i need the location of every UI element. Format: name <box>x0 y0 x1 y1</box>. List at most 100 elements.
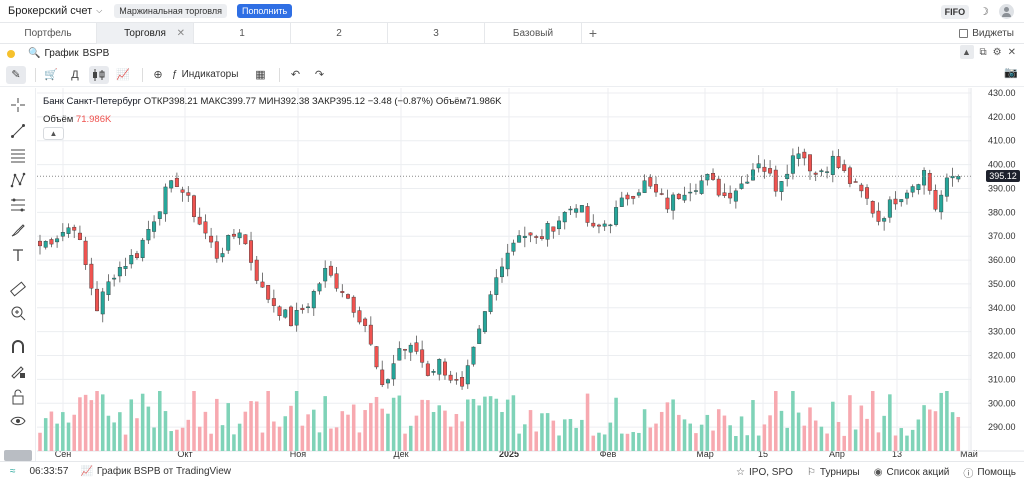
legend-collapse-button[interactable]: ▲ <box>43 127 64 140</box>
volume-bar <box>437 405 442 451</box>
tradingview-credit-label: График BSPB от TradingView <box>96 466 232 477</box>
volume-bar <box>61 412 65 451</box>
trend-line-icon[interactable] <box>9 122 27 140</box>
candle-body <box>163 186 168 215</box>
widgets-button[interactable]: Виджеты <box>959 23 1014 44</box>
candle-body <box>243 234 248 245</box>
candle-body <box>89 263 94 289</box>
text-icon[interactable] <box>9 246 27 264</box>
area-chart-icon[interactable]: 📈 <box>116 69 130 81</box>
fib-icon[interactable] <box>9 196 27 214</box>
tab-1[interactable]: 1 <box>194 23 291 44</box>
ipo-link[interactable]: ☆ IPO, SPO <box>736 467 793 478</box>
candle-body <box>346 294 350 299</box>
candle-body <box>123 266 128 269</box>
clock: 06:33:57 <box>29 466 69 477</box>
tab-3[interactable]: 3 <box>388 23 485 44</box>
undo-icon[interactable]: ↶ <box>290 69 301 81</box>
add-compare-icon[interactable]: ⊕ <box>153 69 163 81</box>
horizontal-lines-icon[interactable] <box>9 146 27 164</box>
candle-body <box>899 199 904 203</box>
widget-color-dot[interactable] <box>7 49 15 58</box>
candle-body <box>539 236 544 239</box>
volume-bar <box>791 391 795 451</box>
candle-body <box>648 177 653 187</box>
brush-icon[interactable] <box>9 221 27 239</box>
add-tab-icon[interactable]: + <box>588 25 598 41</box>
chart-search[interactable]: 🔍 График BSPB <box>28 48 109 59</box>
margin-trading-badge[interactable]: Маржинальная торговля <box>114 4 228 18</box>
volume-bar <box>796 412 801 451</box>
close-icon[interactable]: ✕ <box>176 28 185 39</box>
volume-bar <box>448 426 453 451</box>
period-button[interactable]: Д <box>71 68 79 81</box>
help-link[interactable]: ⓘ Помощь <box>963 465 1016 480</box>
tab-2[interactable]: 2 <box>291 23 388 44</box>
candle-body <box>813 172 818 175</box>
crosshair-icon[interactable] <box>9 96 27 114</box>
candle-body <box>66 227 71 234</box>
volume-bar <box>175 429 179 451</box>
avatar[interactable] <box>999 4 1014 19</box>
fifo-badge[interactable]: FIFO <box>940 4 970 19</box>
moon-icon[interactable]: ☽ <box>979 6 989 18</box>
volume-bar <box>705 414 710 451</box>
x-tick-label: Фев <box>600 449 617 459</box>
close-widget-icon[interactable]: ✕ <box>1007 46 1016 58</box>
lock-icon[interactable] <box>9 388 27 406</box>
tab-trading[interactable]: Торговля ✕ <box>97 23 194 44</box>
x-tick-label: Апр <box>829 449 845 459</box>
promos-link[interactable]: ◉ Список акций <box>874 467 950 478</box>
candle-body <box>249 240 254 263</box>
collapse-up-icon[interactable]: ▲ <box>959 45 974 59</box>
volume-bar <box>842 435 846 451</box>
tournaments-link[interactable]: ⚐ Турниры <box>807 467 860 478</box>
candle-body <box>203 221 208 234</box>
candle-body <box>699 180 704 194</box>
account-selector[interactable]: Брокерский счет ⌵ <box>8 5 102 17</box>
topup-button[interactable]: Пополнить <box>237 4 293 18</box>
volume-legend-value: 71.986K <box>75 114 112 125</box>
candle-body <box>77 232 82 240</box>
x-tick-label: 2025 <box>499 449 519 459</box>
indicators-button[interactable]: ƒ Индикаторы <box>172 69 238 80</box>
candle-body <box>420 349 425 363</box>
eye-icon[interactable] <box>9 412 27 430</box>
volume-bar <box>853 429 858 451</box>
price-chart[interactable]: 430.00 420.00 410.00 400.00 390.00 380.00 370.… <box>37 88 1024 461</box>
x-tick-label: Окт <box>177 449 192 459</box>
candle-body <box>557 220 562 230</box>
y-tick-label: 290.00 <box>988 422 1016 432</box>
cart-icon[interactable]: 🛒 <box>44 69 58 81</box>
candles-icon[interactable] <box>89 65 109 84</box>
volume-bar <box>391 397 396 451</box>
pattern-icon[interactable] <box>9 171 27 189</box>
lock-drawings-icon[interactable] <box>9 362 27 380</box>
volume-bar <box>369 402 373 451</box>
camera-icon[interactable]: 📷 <box>1004 67 1018 79</box>
candle-body <box>642 180 647 193</box>
tab-portfolio[interactable]: Портфель <box>0 23 97 44</box>
redo-icon[interactable]: ↷ <box>314 69 325 81</box>
gear-icon[interactable]: ⚙ <box>992 46 1002 58</box>
volume-bar <box>215 398 219 451</box>
layout-grid-icon[interactable]: ▦ <box>255 69 266 81</box>
candle-body <box>72 226 77 231</box>
volume-bar <box>591 435 596 451</box>
y-tick-label: 380.00 <box>988 207 1016 217</box>
zoom-in-icon[interactable] <box>9 304 27 322</box>
candle-body <box>294 310 299 326</box>
magnet-icon[interactable] <box>9 338 27 356</box>
volume-bar <box>893 435 898 451</box>
tab-basic[interactable]: Базовый <box>485 23 582 44</box>
tradingview-credit[interactable]: 📈 График BSPB от TradingView <box>80 466 231 477</box>
candle-body <box>876 210 881 222</box>
pencil-icon[interactable]: ✎ <box>6 65 26 84</box>
toolbar-collapse-handle[interactable] <box>4 450 32 461</box>
volume-bar <box>631 432 635 451</box>
candle-body <box>853 181 858 183</box>
volume-bar <box>688 423 692 451</box>
status-bar: ≈ 06:33:57 📈 График BSPB от TradingView … <box>0 461 1024 481</box>
duplicate-icon[interactable]: ⧉ <box>979 46 987 58</box>
ruler-icon[interactable] <box>9 280 27 298</box>
